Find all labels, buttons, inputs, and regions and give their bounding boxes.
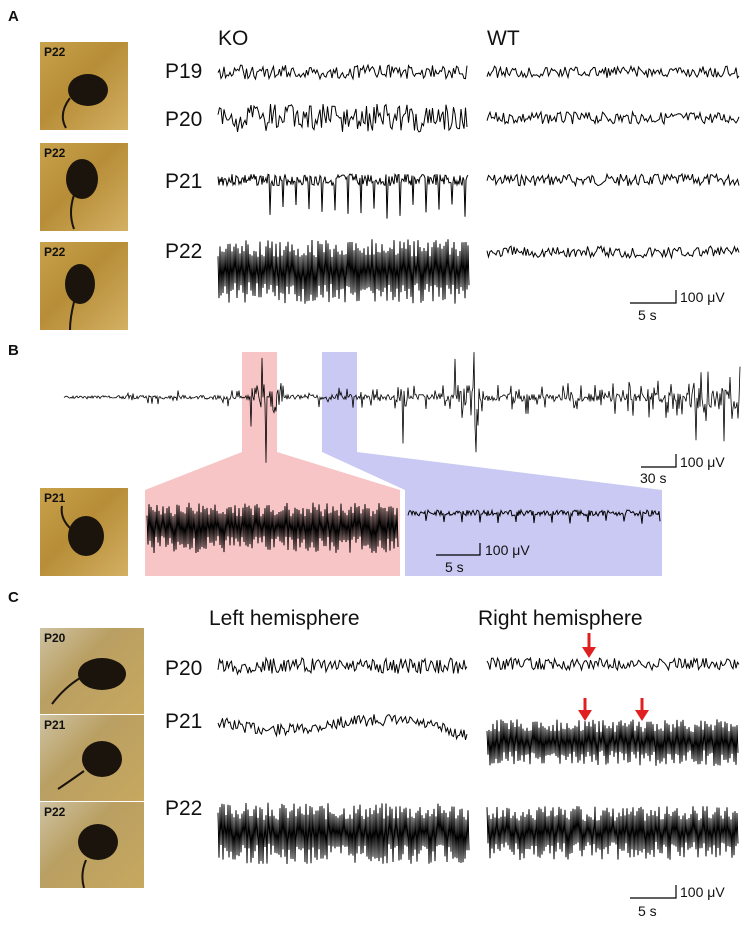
mouse-silhouette: [57, 741, 122, 790]
mouse-photo: P22: [40, 802, 144, 888]
red-arrow: [578, 698, 592, 721]
mouse-silhouette: [61, 74, 108, 129]
age-label: P20: [165, 108, 203, 131]
right-p20-trace: [486, 656, 740, 672]
photo-age-tag: P22: [44, 146, 66, 160]
scale-bar: [436, 543, 481, 556]
scale-bar: [630, 290, 677, 304]
scale-amplitude-label: 100 μV: [680, 884, 725, 900]
photo-age-tag: P21: [44, 718, 66, 732]
left-hemisphere-label: Left hemisphere: [209, 607, 360, 630]
wt-p19-trace: [486, 64, 740, 80]
mouse-photo: P22: [40, 42, 128, 130]
wt-p21-trace: [486, 172, 740, 188]
mouse-photo: P22: [40, 242, 128, 330]
right-p21-trace: [486, 719, 739, 766]
red-arrow: [635, 698, 649, 721]
scale-amplitude-label: 100 μV: [680, 454, 725, 470]
mouse-silhouette: [60, 505, 104, 556]
age-label: P22: [165, 797, 203, 820]
age-label: P21: [165, 710, 203, 733]
left-p20-trace: [217, 656, 468, 676]
red-arrow: [582, 633, 596, 658]
long-eeg-trace: [63, 352, 741, 463]
left-p21-trace: [217, 713, 468, 741]
scale-amplitude-label: 100 μV: [485, 542, 530, 558]
seizure-inset-trace: [146, 502, 399, 554]
mouse-silhouette: [51, 658, 126, 705]
ko-p22-trace: [217, 239, 470, 304]
interictal-highlight: [322, 352, 662, 576]
wt-p22-trace: [486, 245, 740, 260]
mouse-silhouette: [65, 264, 95, 330]
panel-c-letter: C: [8, 589, 19, 606]
scale-bar: [641, 454, 677, 468]
right-p22-trace: [486, 806, 739, 861]
photo-age-tag: P22: [44, 45, 66, 59]
wt-label: WT: [487, 27, 520, 50]
age-label: P19: [165, 60, 203, 83]
mouse-silhouette: [78, 824, 118, 888]
left-p22-trace: [217, 802, 470, 865]
scale-time-label: 5 s: [445, 559, 464, 575]
scale-bar: [630, 885, 677, 899]
photo-age-tag: P22: [44, 245, 66, 259]
scale-amplitude-label: 100 μV: [680, 289, 725, 305]
ko-label: KO: [218, 27, 249, 50]
panel-b-letter: B: [8, 342, 19, 359]
wt-p20-trace: [486, 110, 740, 126]
photo-age-tag: P22: [44, 805, 66, 819]
mouse-photo: P21: [40, 488, 128, 576]
age-label: P22: [165, 240, 203, 263]
mouse-photo: P22: [40, 143, 128, 231]
mouse-photo: P20: [40, 628, 144, 714]
ko-p21-trace: [217, 173, 469, 219]
age-label: P21: [165, 170, 203, 193]
scale-time-label: 30 s: [640, 470, 667, 486]
photo-age-tag: P20: [44, 631, 66, 645]
photo-age-tag: P21: [44, 491, 66, 505]
mouse-photo: P21: [40, 715, 144, 801]
ko-p19-trace: [217, 63, 468, 81]
right-hemisphere-label: Right hemisphere: [478, 607, 643, 630]
scale-time-label: 5 s: [638, 903, 657, 919]
scale-time-label: 5 s: [638, 307, 657, 323]
panel-a-letter: A: [8, 8, 19, 25]
age-label: P20: [165, 657, 203, 680]
ko-p20-trace: [217, 103, 468, 133]
interictal-inset-trace: [407, 508, 661, 524]
mouse-silhouette: [66, 159, 98, 230]
